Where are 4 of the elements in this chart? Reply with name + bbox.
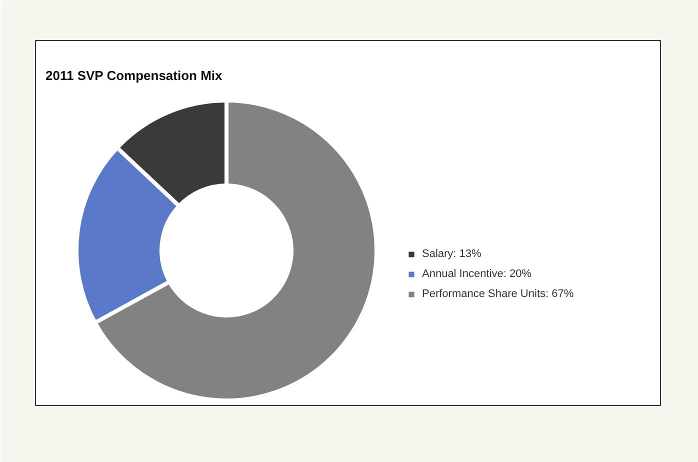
legend-label: Annual Incentive: 20% [422, 268, 532, 280]
legend-label: Performance Share Units: 67% [422, 288, 574, 300]
legend-label: Salary: 13% [422, 248, 482, 260]
chart-title: 2011 SVP Compensation Mix [46, 68, 224, 83]
